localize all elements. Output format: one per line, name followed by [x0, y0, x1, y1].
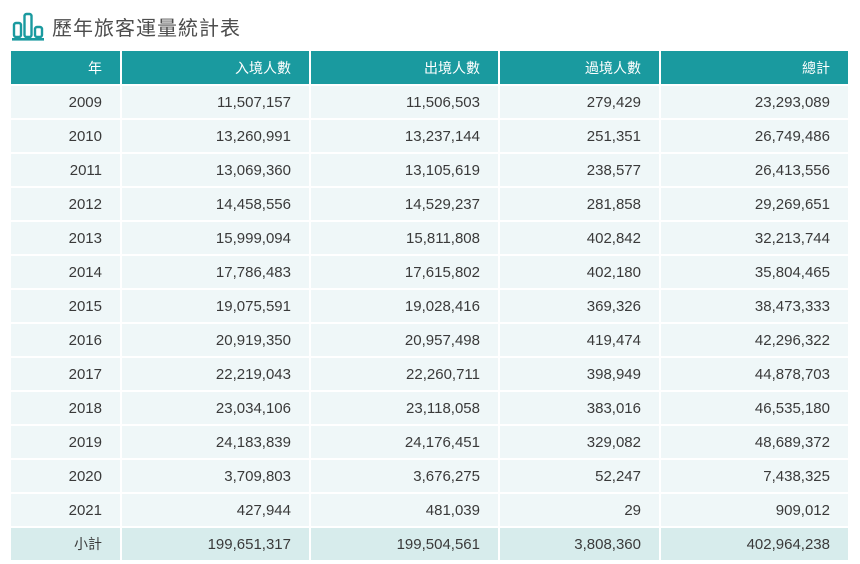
cell-total: 32,213,744 — [660, 220, 848, 255]
cell-transit: 383,016 — [499, 390, 661, 425]
table-body: 2009 11,507,157 11,506,503 279,429 23,293,08… — [11, 84, 848, 527]
cell-departures: 15,811,808 — [310, 220, 500, 255]
cell-arrivals: 17,786,483 — [121, 254, 311, 289]
cell-total: 42,296,322 — [660, 322, 848, 357]
cell-total: 46,535,180 — [660, 390, 848, 425]
cell-arrivals: 13,260,991 — [121, 118, 311, 153]
cell-arrivals: 15,999,094 — [121, 220, 311, 255]
cell-departures: 20,957,498 — [310, 322, 500, 357]
cell-departures: 23,118,058 — [310, 390, 500, 425]
cell-total: 44,878,703 — [660, 356, 848, 391]
cell-year: 2014 — [11, 254, 122, 289]
column-header-transit: 過境人數 — [499, 51, 661, 85]
cell-transit: 419,474 — [499, 322, 661, 357]
cell-arrivals: 3,709,803 — [121, 458, 311, 493]
cell-departures: 22,260,711 — [310, 356, 500, 391]
subtotal-row: 小計 199,651,317 199,504,561 3,808,360 402… — [11, 526, 848, 560]
cell-arrivals: 14,458,556 — [121, 186, 311, 221]
table-row: 2018 23,034,106 23,118,058 383,016 46,535,18… — [11, 390, 848, 425]
table-row: 2017 22,219,043 22,260,711 398,949 44,878,70… — [11, 356, 848, 391]
table-header-row: 年 入境人數 出境人數 過境人數 總計 — [11, 51, 848, 85]
cell-total: 26,749,486 — [660, 118, 848, 153]
cell-departures: 13,237,144 — [310, 118, 500, 153]
table-row: 2009 11,507,157 11,506,503 279,429 23,293,08… — [11, 84, 848, 119]
cell-total: 29,269,651 — [660, 186, 848, 221]
cell-year: 2020 — [11, 458, 122, 493]
subtotal-total: 402,964,238 — [660, 526, 848, 560]
cell-departures: 481,039 — [310, 492, 500, 527]
cell-total: 23,293,089 — [660, 84, 848, 119]
subtotal-label: 小計 — [11, 526, 122, 560]
cell-arrivals: 22,219,043 — [121, 356, 311, 391]
cell-total: 26,413,556 — [660, 152, 848, 187]
table-row: 2019 24,183,839 24,176,451 329,082 48,689,37… — [11, 424, 848, 459]
cell-transit: 281,858 — [499, 186, 661, 221]
cell-departures: 24,176,451 — [310, 424, 500, 459]
table-row: 2013 15,999,094 15,811,808 402,842 32,213,74… — [11, 220, 848, 255]
cell-arrivals: 23,034,106 — [121, 390, 311, 425]
cell-year: 2009 — [11, 84, 122, 119]
cell-year: 2015 — [11, 288, 122, 323]
cell-transit: 251,351 — [499, 118, 661, 153]
cell-transit: 52,247 — [499, 458, 661, 493]
cell-transit: 402,842 — [499, 220, 661, 255]
bar-chart-icon — [12, 12, 44, 41]
cell-year: 2017 — [11, 356, 122, 391]
column-header-year: 年 — [11, 51, 122, 85]
cell-total: 35,804,465 — [660, 254, 848, 289]
passenger-stats-table: 年 入境人數 出境人數 過境人數 總計 2009 11,507,157 11,506… — [11, 51, 848, 560]
table-row: 2012 14,458,556 14,529,237 281,858 29,269,65… — [11, 186, 848, 221]
cell-year: 2010 — [11, 118, 122, 153]
table-row: 2020 3,709,803 3,676,275 52,247 7,438,325 — [11, 458, 848, 493]
cell-year: 2012 — [11, 186, 122, 221]
cell-arrivals: 19,075,591 — [121, 288, 311, 323]
page-header: 歷年旅客運量統計表 — [12, 10, 241, 42]
cell-year: 2016 — [11, 322, 122, 357]
column-header-total: 總計 — [660, 51, 848, 85]
cell-total: 38,473,333 — [660, 288, 848, 323]
cell-year: 2013 — [11, 220, 122, 255]
cell-year: 2019 — [11, 424, 122, 459]
cell-transit: 238,577 — [499, 152, 661, 187]
cell-departures: 13,105,619 — [310, 152, 500, 187]
subtotal-departures: 199,504,561 — [310, 526, 500, 560]
cell-transit: 369,326 — [499, 288, 661, 323]
cell-departures: 19,028,416 — [310, 288, 500, 323]
cell-total: 48,689,372 — [660, 424, 848, 459]
cell-transit: 398,949 — [499, 356, 661, 391]
table-row: 2015 19,075,591 19,028,416 369,326 38,473,33… — [11, 288, 848, 323]
table-row: 2011 13,069,360 13,105,619 238,577 26,413,55… — [11, 152, 848, 187]
cell-arrivals: 13,069,360 — [121, 152, 311, 187]
cell-transit: 329,082 — [499, 424, 661, 459]
page-title: 歷年旅客運量統計表 — [52, 15, 241, 40]
cell-total: 7,438,325 — [660, 458, 848, 493]
subtotal-transit: 3,808,360 — [499, 526, 661, 560]
cell-year: 2021 — [11, 492, 122, 527]
cell-transit: 279,429 — [499, 84, 661, 119]
cell-departures: 17,615,802 — [310, 254, 500, 289]
cell-arrivals: 20,919,350 — [121, 322, 311, 357]
cell-departures: 14,529,237 — [310, 186, 500, 221]
cell-arrivals: 427,944 — [121, 492, 311, 527]
cell-transit: 29 — [499, 492, 661, 527]
cell-departures: 11,506,503 — [310, 84, 500, 119]
table-row: 2016 20,919,350 20,957,498 419,474 42,296,32… — [11, 322, 848, 357]
cell-total: 909,012 — [660, 492, 848, 527]
cell-year: 2011 — [11, 152, 122, 187]
cell-arrivals: 24,183,839 — [121, 424, 311, 459]
column-header-departures: 出境人數 — [310, 51, 500, 85]
column-header-arrivals: 入境人數 — [121, 51, 311, 85]
cell-arrivals: 11,507,157 — [121, 84, 311, 119]
cell-year: 2018 — [11, 390, 122, 425]
table-row: 2021 427,944 481,039 29 909,012 — [11, 492, 848, 527]
cell-transit: 402,180 — [499, 254, 661, 289]
table-row: 2014 17,786,483 17,615,802 402,180 35,804,46… — [11, 254, 848, 289]
table-row: 2010 13,260,991 13,237,144 251,351 26,749,48… — [11, 118, 848, 153]
cell-departures: 3,676,275 — [310, 458, 500, 493]
subtotal-arrivals: 199,651,317 — [121, 526, 311, 560]
